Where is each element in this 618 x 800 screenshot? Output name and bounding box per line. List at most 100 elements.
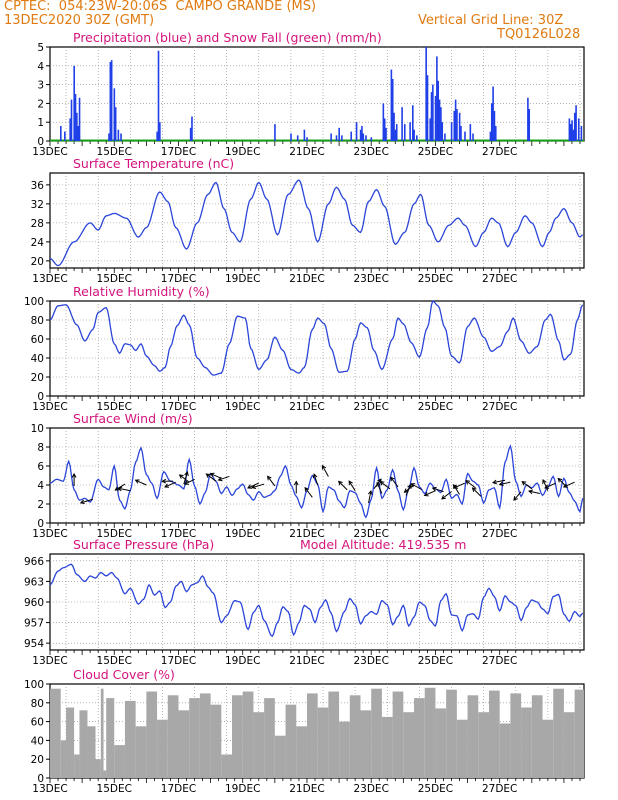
wind-arrow-head (267, 475, 272, 481)
cloud-bar (574, 689, 584, 778)
precip-bar (528, 109, 531, 141)
precip-bar (429, 118, 431, 141)
precip-bar (157, 50, 160, 142)
wind-arrow (380, 481, 391, 490)
panel-title: Cloud Cover (%) (73, 667, 175, 682)
wind-arrow-head (453, 484, 459, 489)
wind-arrow-head (471, 487, 477, 492)
precip-bar (335, 135, 338, 141)
y-tick-label: 1 (37, 117, 44, 129)
wind-arrow (135, 479, 147, 486)
x-tick-label: 21DEC (289, 401, 324, 413)
wind-arrow (424, 490, 436, 496)
cloud-bar (189, 698, 200, 778)
x-tick-label: 13DEC (32, 655, 67, 667)
x-tick-label: 17DEC (161, 783, 196, 795)
cloud-bar (157, 719, 168, 778)
y-tick-label: 100 (24, 679, 44, 691)
precip-bar (436, 56, 438, 141)
cloud-bar (74, 754, 80, 778)
wind-arrow-head (114, 486, 120, 491)
y-tick-label: 40 (31, 735, 44, 747)
cloud-bar (114, 745, 125, 778)
wind-arrow (118, 487, 131, 492)
wind-arrow-head (134, 479, 140, 484)
wind-arrow (405, 484, 412, 496)
precip-bar (338, 127, 340, 141)
wind-arrow (184, 478, 195, 485)
wind-arrow (251, 483, 265, 489)
precip-bar (432, 84, 434, 141)
cloud-bar (66, 707, 75, 778)
cloud-bar (167, 695, 179, 778)
cloud-bar (542, 719, 554, 778)
precip-bar (78, 97, 81, 141)
precip-bar (416, 135, 418, 141)
x-tick-label: 27DEC (482, 401, 517, 413)
x-tick-label: 15DEC (97, 401, 132, 413)
precip-bar (365, 135, 367, 141)
wind-arrow (499, 481, 511, 486)
precip-bar (527, 97, 529, 141)
y-tick-label: 20 (31, 372, 44, 384)
cloud-bar (349, 695, 361, 778)
cloud-bar (100, 688, 104, 778)
panel-title: Relative Humidity (%) (73, 284, 210, 299)
model-altitude: Model Altitude: 419.535 m (300, 537, 466, 552)
cloud-bar (371, 688, 382, 778)
wind-arrow-head (321, 464, 327, 470)
precip-bar (274, 124, 276, 141)
y-tick-label: 4 (37, 480, 44, 492)
precip-bar (438, 99, 441, 141)
x-tick-label: 17DEC (161, 655, 196, 667)
wind-arrow (441, 491, 452, 500)
wind-arrow-head (562, 483, 568, 488)
wind-arrow-head (431, 486, 437, 492)
cloud-bar (478, 712, 489, 778)
precip-bar (572, 129, 575, 141)
wind-arrow-head (217, 476, 223, 482)
wind-arrow-head (184, 480, 189, 485)
cloud-bar (317, 707, 329, 778)
y-tick-label: 6 (37, 461, 44, 473)
precip-bar (411, 105, 414, 141)
y-tick-label: 28 (31, 218, 44, 230)
station-header: CPTEC: 054:23W-20:06S CAMPO GRANDE (MS) (4, 0, 317, 14)
cloud-bar (60, 740, 67, 778)
y-tick-label: 960 (24, 597, 44, 609)
cloud-bar (178, 710, 190, 778)
precip-bar (350, 131, 353, 141)
x-tick-label: 13DEC (32, 783, 67, 795)
y-tick-label: 2 (37, 98, 44, 110)
y-tick-label: 0 (37, 518, 44, 530)
x-tick-label: 21DEC (289, 146, 324, 158)
x-tick-label: 19DEC (225, 273, 260, 285)
x-tick-label: 17DEC (161, 146, 196, 158)
precip-bar (370, 137, 373, 141)
precip-bar (580, 125, 583, 141)
precip-bar (359, 129, 362, 141)
wind-arrow-head (348, 480, 353, 486)
series-line (49, 444, 584, 519)
wind-arrow-head (403, 488, 409, 493)
cloud-bar (106, 698, 115, 778)
wind-arrow-head (164, 483, 170, 488)
x-tick-label: 13DEC (32, 528, 67, 540)
x-tick-label: 27DEC (482, 146, 517, 158)
precip-bar (303, 129, 306, 141)
precip-bar (472, 133, 474, 141)
wind-arrow-head (513, 496, 518, 501)
cloud-bar (488, 690, 500, 778)
precip-bar (362, 133, 365, 141)
wind-arrow-head (521, 480, 527, 486)
precip-bar (117, 129, 120, 141)
precip-bar (73, 65, 75, 141)
precip-bar (355, 122, 358, 141)
cloud-bar (499, 723, 511, 778)
y-tick-label: 80 (31, 698, 44, 710)
wind-arrow-head (390, 476, 395, 482)
wind-arrow (115, 483, 126, 491)
wind-arrow-head (184, 471, 189, 477)
precip-bar (77, 125, 80, 141)
y-tick-label: 40 (31, 353, 44, 365)
